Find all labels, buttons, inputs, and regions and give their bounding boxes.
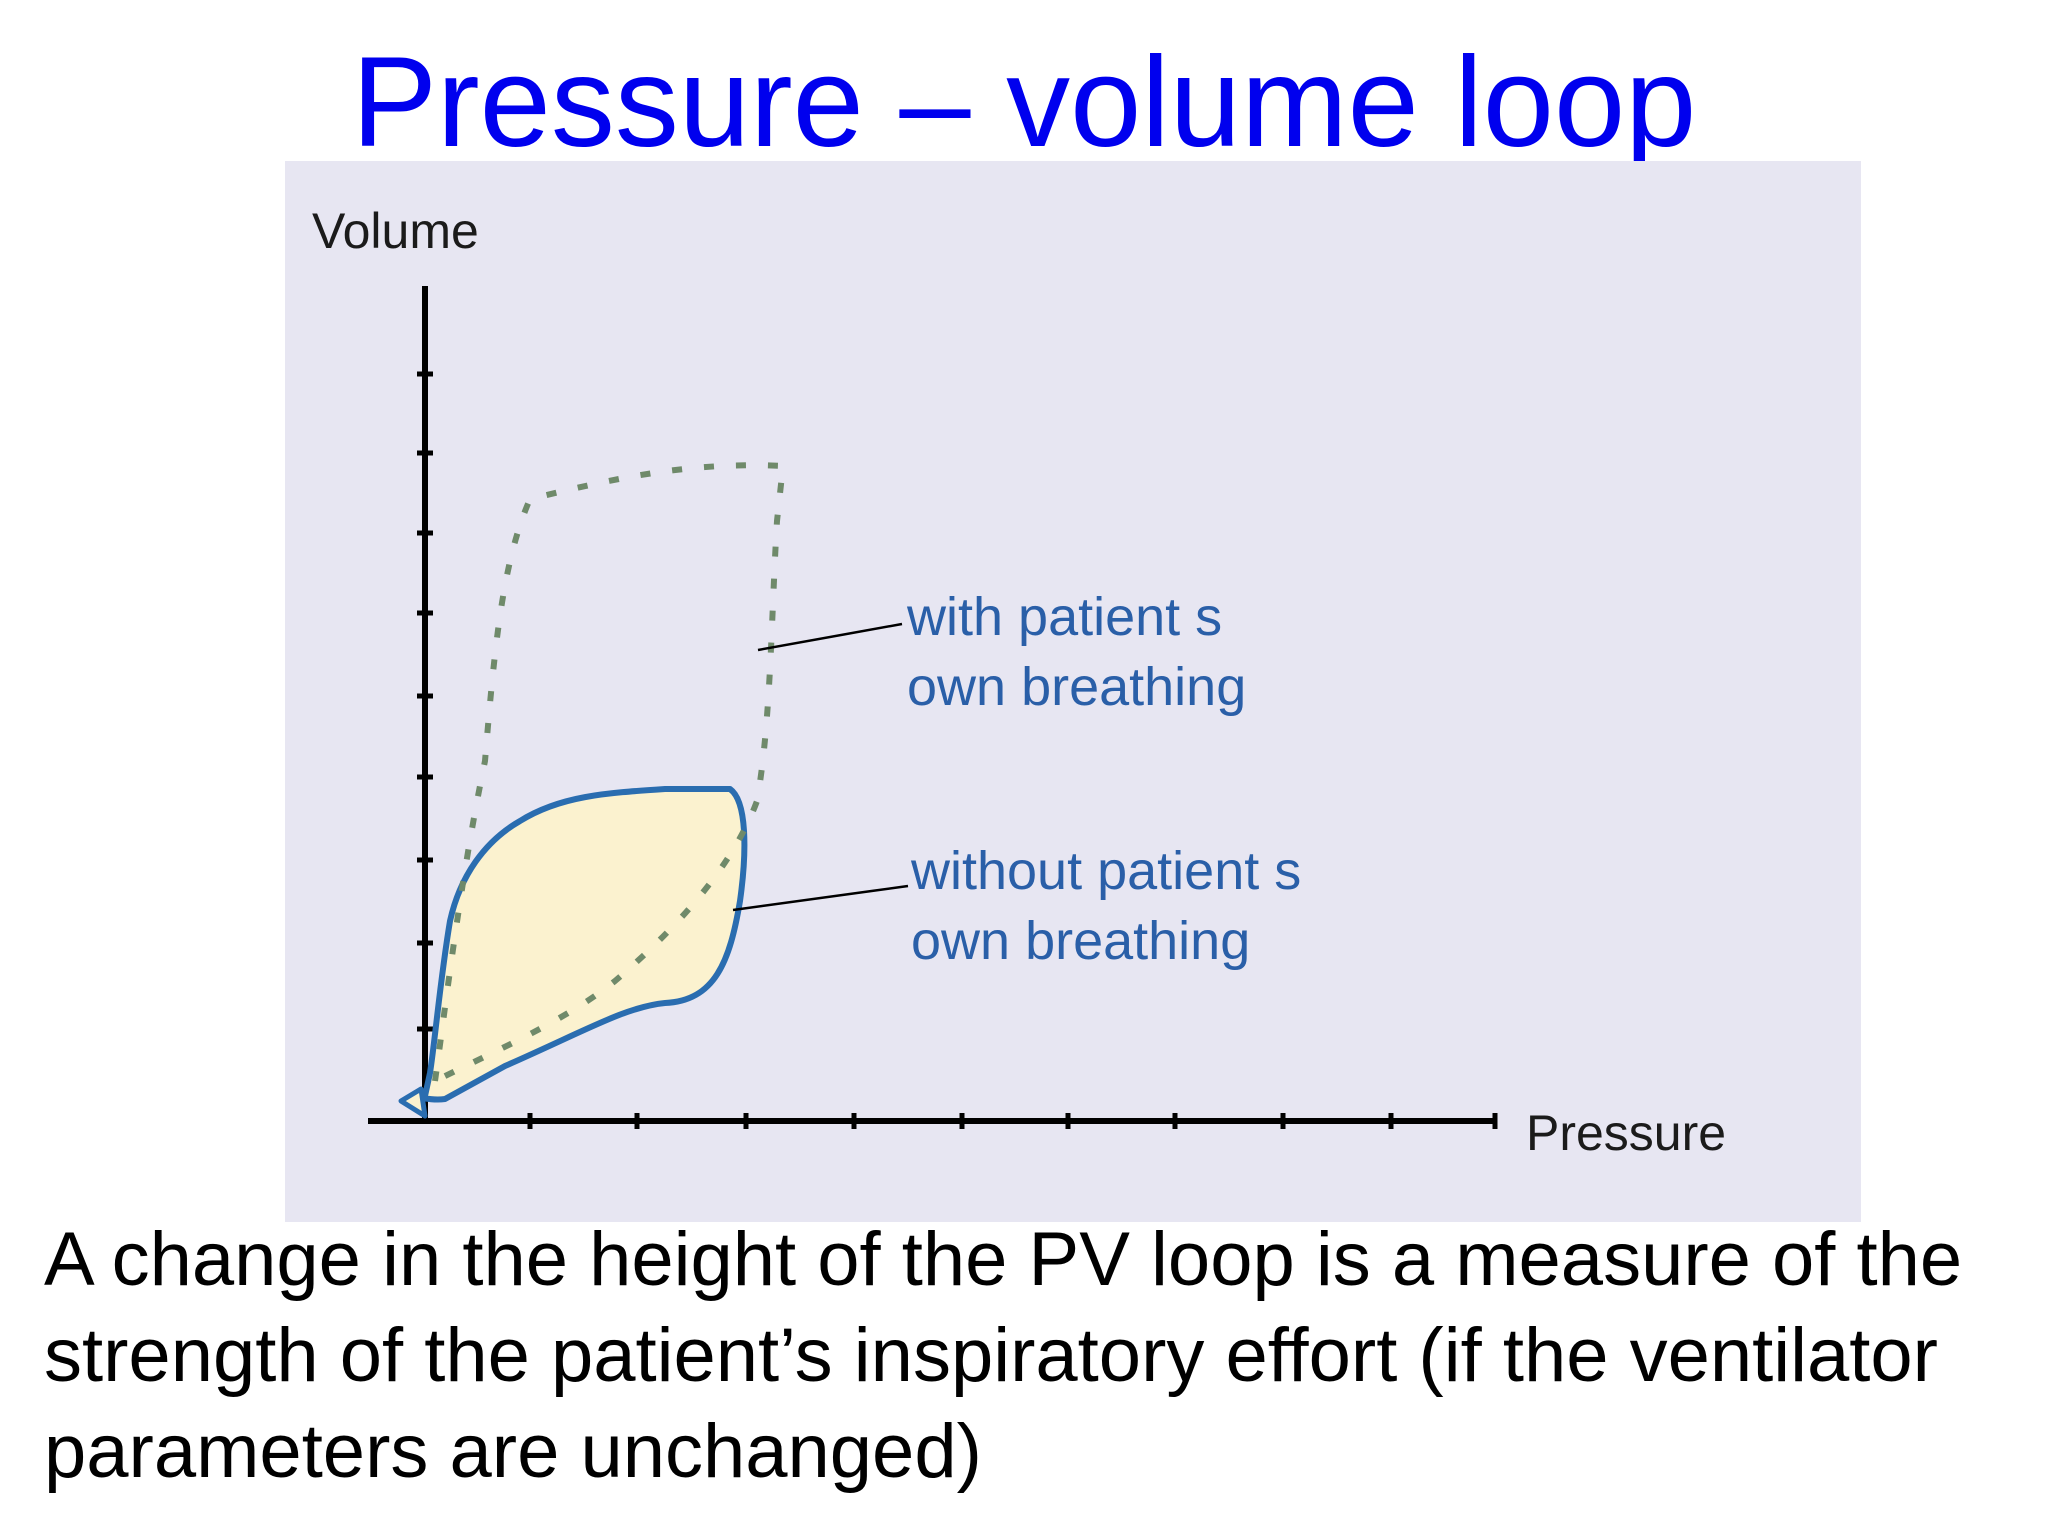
diagram-panel: Volume Pressure with patient s own breat… [285,161,1861,1222]
loop-origin-marker [398,1086,428,1119]
annotation-without-line2: own breathing [911,911,1250,971]
leader-line-without [732,884,909,912]
annotation-with-line2: own breathing [907,657,1246,717]
loop-without-breathing [410,786,748,1103]
slide-title: Pressure – volume loop [351,31,1697,174]
annotation-with-line1: with patient s [906,587,1222,647]
leader-line-with [757,622,903,652]
annotation-without-line1: without patient s [910,841,1301,901]
y-axis-ticks [417,371,433,1032]
x-axis-label: Pressure [1526,1105,1726,1161]
pv-loop-diagram: Volume Pressure with patient s own breat… [312,203,1726,1161]
y-axis-label: Volume [312,203,479,259]
slide-caption: A change in the height of the PV loop is… [44,1217,1963,1494]
x-axis-ticks [527,1113,1498,1129]
